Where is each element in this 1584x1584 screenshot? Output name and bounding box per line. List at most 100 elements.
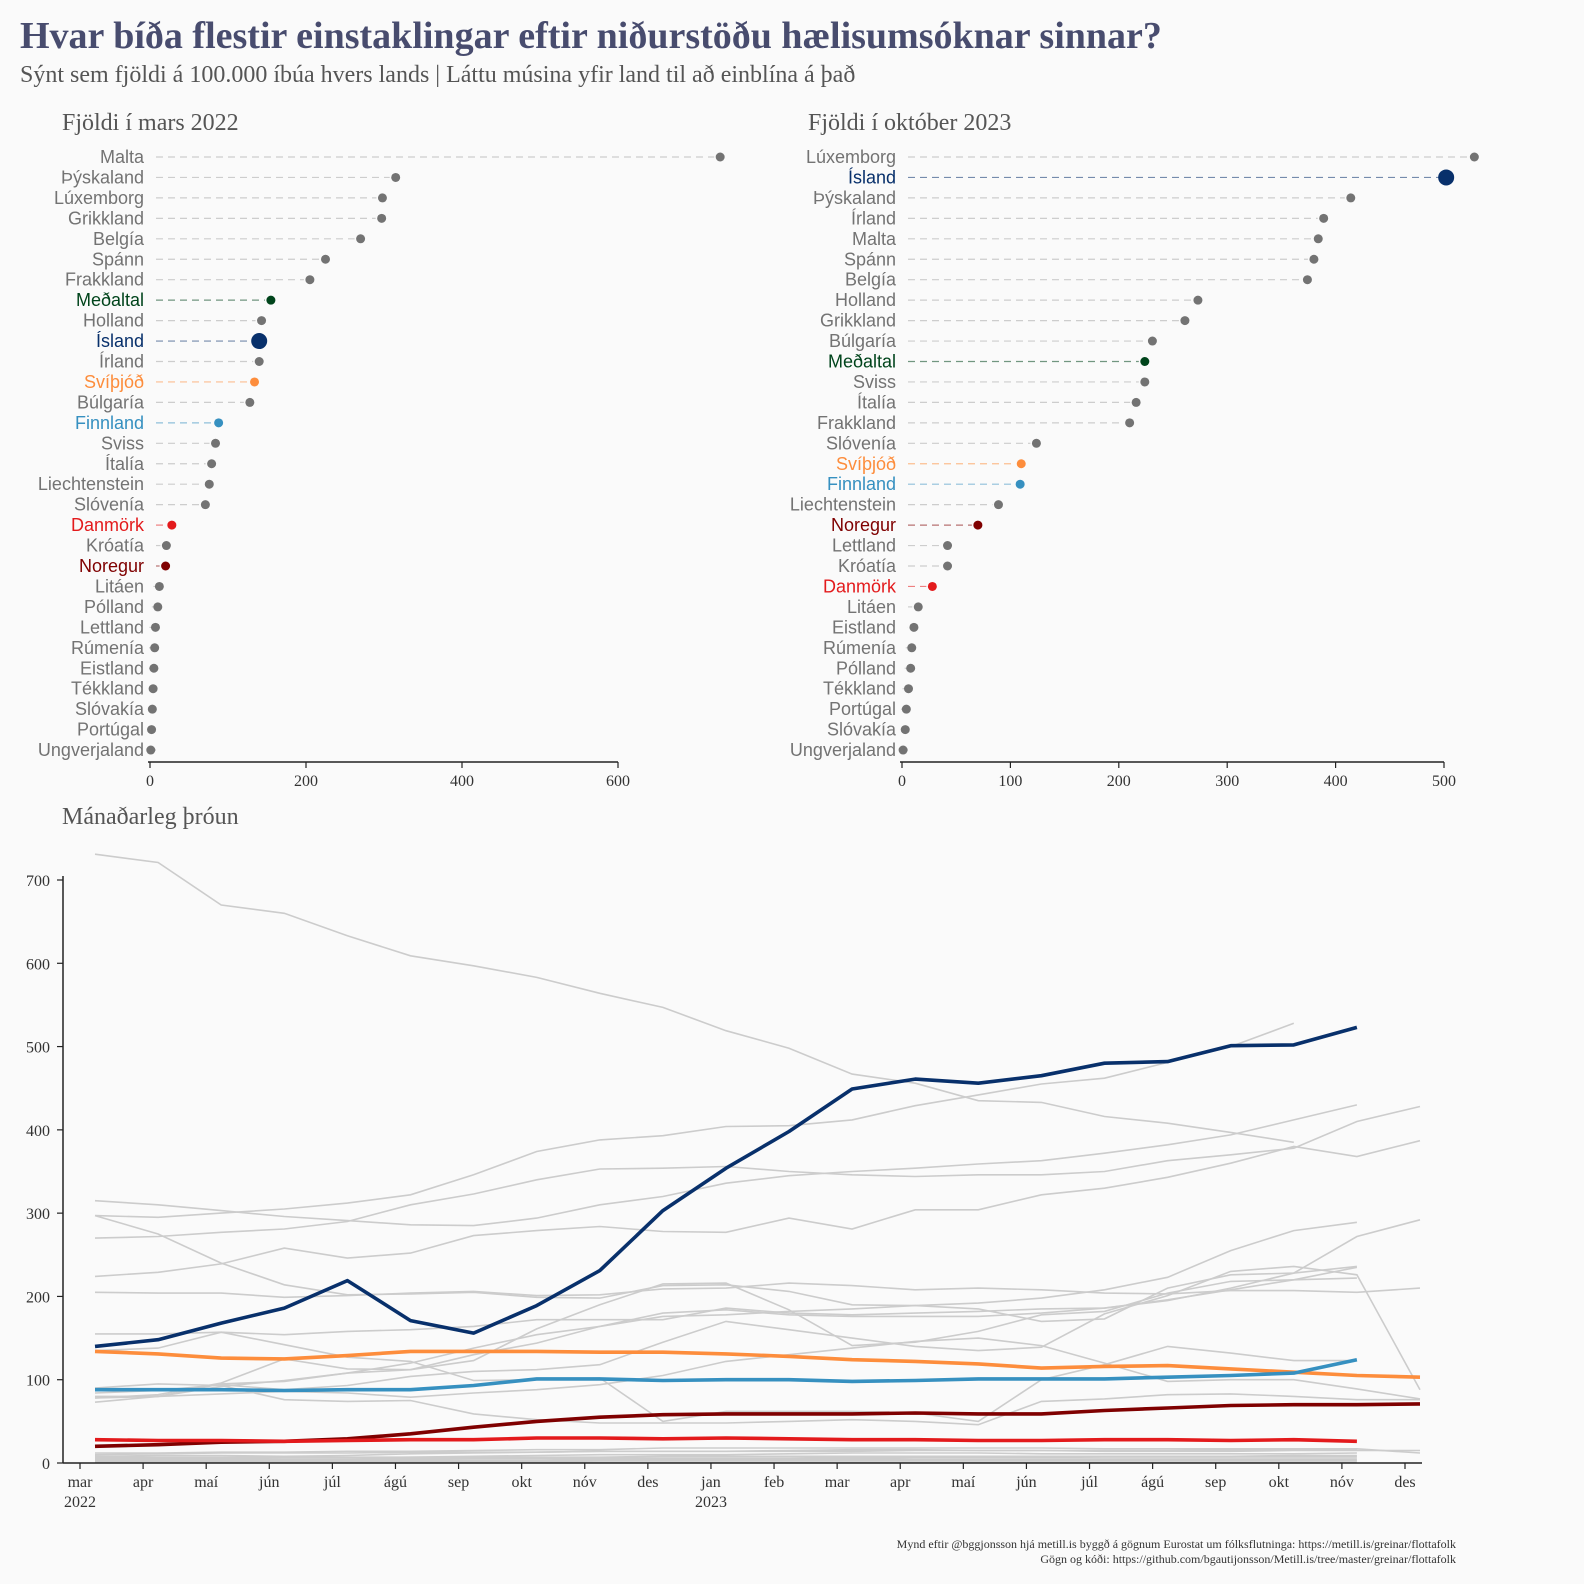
series-line-ísland <box>94 1025 1358 1349</box>
dot-rúmenía <box>907 643 917 653</box>
dot-ungverjaland <box>146 745 156 755</box>
dot-ítalía <box>207 459 217 469</box>
background-line-24 <box>95 1455 1357 1459</box>
background-line-5 <box>94 1282 1421 1299</box>
dot-finnland <box>214 418 224 428</box>
background-line-13 <box>94 1337 1421 1400</box>
dot-slóvenía <box>1031 438 1041 448</box>
dot-malta <box>715 152 725 162</box>
x-tick-label-1-300: 300 <box>1215 773 1239 790</box>
dot-label-þýskaland: Þýskaland <box>61 167 144 187</box>
x-year-label-2022: 2022 <box>64 1494 96 1511</box>
dot-liechtenstein <box>204 479 214 489</box>
dot-meðaltal <box>266 295 276 305</box>
chart-title: Hvar bíða flestir einstaklingar eftir ni… <box>20 15 1162 57</box>
dot-slóvakía <box>900 725 910 735</box>
dot-meðaltal <box>1140 357 1150 366</box>
dot-label-portúgal: Portúgal <box>77 720 144 740</box>
dot-eistland <box>909 622 919 632</box>
background-line-23 <box>94 1448 1357 1456</box>
dot-label-spánn: Spánn <box>844 249 896 269</box>
dot-label-liechtenstein: Liechtenstein <box>38 474 144 494</box>
dot-ungverjaland <box>898 745 908 755</box>
dot-lúxemborg <box>1469 152 1479 162</box>
dot-portúgal <box>147 725 157 735</box>
series-line-finnland <box>95 1357 1358 1393</box>
background-line-11 <box>94 1265 1421 1394</box>
dot-slóvakía <box>147 704 157 714</box>
x-tick-label-1-200: 200 <box>1107 773 1131 790</box>
y-tick-label-500: 500 <box>26 1040 50 1057</box>
x-tick-label-month-1: apr <box>133 1474 154 1491</box>
dot-label-spánn: Spánn <box>92 249 144 269</box>
dot-label-þýskaland: Þýskaland <box>813 188 896 208</box>
dot-label-belgía: Belgía <box>845 270 897 290</box>
dot-label-króatía: Króatía <box>86 536 145 556</box>
dot-noregur <box>973 520 983 530</box>
dot-pólland <box>906 663 916 673</box>
dot-ísland <box>251 333 268 350</box>
x-tick-label-0-400: 400 <box>450 773 474 790</box>
dot-label-búlgaría: Búlgaría <box>829 331 897 351</box>
x-tick-label-month-17: ágú <box>1141 1474 1164 1491</box>
background-line-14 <box>94 1383 1420 1426</box>
dot-label-lettland: Lettland <box>832 536 896 556</box>
dot-label-noregur: Noregur <box>831 515 896 535</box>
dot-label-sviss: Sviss <box>101 433 144 453</box>
dot-frakkland <box>1125 418 1135 428</box>
dot-sviss <box>211 438 221 448</box>
y-tick-label-200: 200 <box>26 1289 50 1306</box>
dot-label-írland: Írland <box>99 352 144 372</box>
dot-danmörk <box>927 581 937 591</box>
x-tick-label-month-18: sep <box>1205 1474 1226 1491</box>
x-tick-label-month-0: mar <box>68 1474 94 1491</box>
dot-label-frakkland: Frakkland <box>65 270 144 290</box>
background-line-12 <box>94 1331 1357 1423</box>
x-year-label-2023: 2023 <box>695 1494 727 1511</box>
dot-rúmenía <box>150 643 160 653</box>
chart-subtitle: Sýnt sem fjöldi á 100.000 íbúa hvers lan… <box>20 62 856 88</box>
dot-panel-1: LúxemborgÍslandÞýskalandÍrlandMaltaSpánn… <box>790 147 1479 790</box>
dot-label-ísland: Ísland <box>848 167 896 187</box>
dot-label-svíþjóð: Svíþjóð <box>84 372 144 392</box>
x-tick-label-1-500: 500 <box>1432 773 1456 790</box>
dot-búlgaría <box>245 397 255 407</box>
dot-ítalía <box>1131 397 1141 407</box>
x-tick-label-month-12: mar <box>825 1474 851 1491</box>
dot-label-ítalía: Ítalía <box>105 454 145 474</box>
x-tick-label-month-20: nóv <box>1330 1474 1354 1491</box>
background-line-1 <box>94 1022 1295 1219</box>
dot-label-rúmenía: Rúmenía <box>823 638 897 658</box>
caption-line-2: Gögn og kóði: https://github.com/bgautij… <box>1040 1552 1456 1566</box>
dot-label-portúgal: Portúgal <box>829 699 896 719</box>
dot-litáen <box>154 581 164 591</box>
dot-label-litáen: Litáen <box>847 597 896 617</box>
x-tick-label-month-14: maí <box>951 1474 976 1491</box>
dot-label-búlgaría: Búlgaría <box>77 392 145 412</box>
dot-tékkland <box>904 684 914 694</box>
dot-sviss <box>1140 377 1150 387</box>
panel-title-oktober-2023: Fjöldi í október 2023 <box>808 110 1012 136</box>
x-tick-label-month-3: jún <box>258 1474 279 1491</box>
caption-line-1: Mynd eftir @bggjonsson hjá metill.is byg… <box>896 1537 1456 1551</box>
dot-ísland <box>1438 169 1455 186</box>
dot-label-lúxemborg: Lúxemborg <box>54 188 144 208</box>
dot-belgía <box>1302 275 1312 285</box>
dot-svíþjóð <box>250 377 260 387</box>
series-line-svíþjóð <box>94 1349 1421 1379</box>
dot-label-finnland: Finnland <box>827 474 896 494</box>
dot-label-tékkland: Tékkland <box>71 679 144 699</box>
y-tick-label-700: 700 <box>26 873 50 890</box>
dot-label-belgía: Belgía <box>93 229 145 249</box>
x-tick-label-month-6: sep <box>448 1474 469 1491</box>
y-tick-label-600: 600 <box>26 956 50 973</box>
source-caption: Mynd eftir @bggjonsson hjá metill.is byg… <box>897 1537 1456 1567</box>
dot-lettland <box>943 541 953 551</box>
dot-portúgal <box>901 704 911 714</box>
dot-label-pólland: Pólland <box>84 597 144 617</box>
background-line-6 <box>94 1214 1357 1323</box>
x-tick-label-month-13: apr <box>890 1474 911 1491</box>
dot-label-litáen: Litáen <box>95 576 144 596</box>
dot-label-frakkland: Frakkland <box>817 413 896 433</box>
